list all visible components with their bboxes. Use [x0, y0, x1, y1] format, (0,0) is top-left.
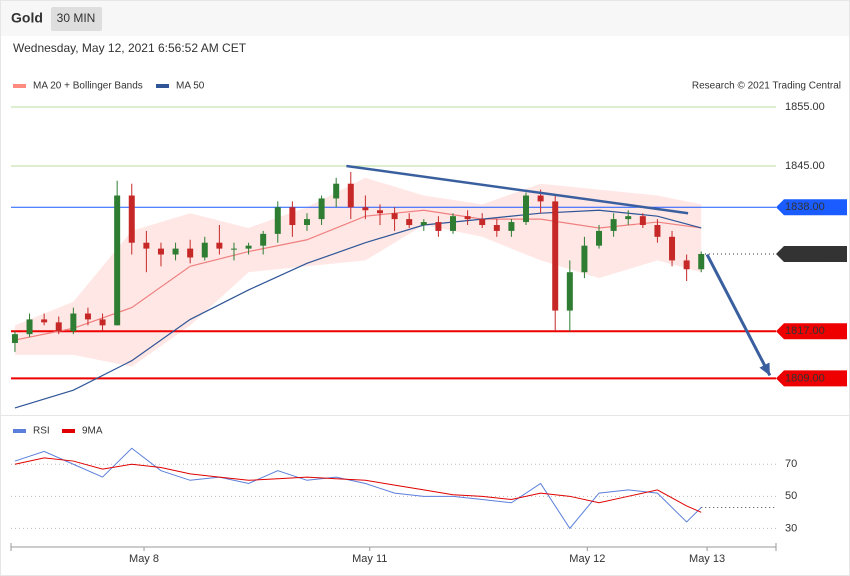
level-tag — [776, 245, 847, 262]
rsi-line — [14, 457, 702, 513]
candle-body — [201, 242, 208, 258]
legend-label: MA 50 — [176, 81, 205, 92]
legend-swatch — [13, 84, 26, 88]
candle-body — [303, 219, 310, 226]
level-label: 1845.00 — [785, 160, 825, 172]
candle-body — [41, 319, 48, 323]
candle-body — [508, 222, 515, 231]
candle-body — [683, 260, 690, 270]
legend-label: RSI — [33, 426, 50, 437]
candle-body — [406, 219, 413, 226]
y-tick-label: 50 — [785, 490, 797, 502]
level-tag — [776, 323, 847, 340]
candle-body — [669, 236, 676, 261]
bollinger-band — [14, 177, 702, 367]
candle-body — [479, 219, 486, 226]
candle-body — [610, 219, 617, 231]
candle-body — [698, 253, 705, 270]
legend-label: 9MA — [82, 426, 103, 437]
candle-body — [187, 248, 194, 258]
level-label: 1830.09 — [785, 248, 825, 260]
candle-body — [596, 230, 603, 246]
interval-badge[interactable] — [51, 7, 102, 31]
trendline — [346, 164, 689, 215]
candle-body — [11, 334, 18, 344]
candle-body — [464, 216, 471, 220]
candle-body — [347, 183, 354, 208]
candle-body — [55, 322, 62, 332]
candle-body — [318, 198, 325, 220]
timestamp: Wednesday, May 12, 2021 6:56:52 AM CET — [13, 41, 247, 55]
candle-body — [143, 242, 150, 249]
candle-body — [230, 248, 237, 250]
candle-body — [391, 213, 398, 220]
candle-body — [537, 195, 544, 202]
level-label: 1855.00 — [785, 101, 825, 113]
candle-body — [245, 245, 252, 249]
candle-body — [99, 319, 106, 326]
candle-body — [625, 216, 632, 220]
symbol: Gold — [11, 10, 43, 26]
candle-body — [362, 207, 369, 211]
candle-body — [114, 195, 121, 326]
candle-body — [157, 248, 164, 255]
candle-body — [70, 313, 77, 332]
candle-body — [435, 222, 442, 231]
candle-body — [639, 216, 646, 226]
candle-body — [523, 195, 530, 223]
legend-swatch — [62, 429, 75, 433]
candle-body — [84, 313, 91, 320]
candle-body — [581, 245, 588, 273]
source: Research © 2021 Trading Central — [692, 81, 841, 92]
candle-body — [128, 195, 135, 243]
candle-body — [493, 225, 500, 231]
header-bar — [0, 0, 850, 36]
candle-body — [566, 272, 573, 311]
candle-body — [172, 248, 179, 255]
legend-swatch — [13, 429, 26, 433]
candle-body — [26, 319, 33, 335]
interval[interactable]: 30 MIN — [57, 11, 96, 25]
arrow-head — [759, 362, 770, 376]
legend-swatch — [156, 84, 169, 88]
level-label: 1817.00 — [785, 325, 825, 337]
x-tick-label: May 8 — [129, 553, 159, 565]
x-tick-label: May 13 — [689, 553, 725, 565]
candle-body — [552, 201, 559, 311]
y-tick-label: 70 — [785, 458, 797, 470]
candle-body — [420, 222, 427, 226]
legend-label: MA 20 + Bollinger Bands — [33, 81, 143, 92]
candle-body — [274, 207, 281, 234]
level-label: 1838.00 — [785, 201, 825, 213]
y-tick-label: 30 — [785, 522, 797, 534]
level-label: 1809.00 — [785, 372, 825, 384]
x-tick-label: May 12 — [569, 553, 605, 565]
x-tick-label: May 11 — [352, 553, 387, 565]
candle-body — [289, 207, 296, 226]
level-tag — [776, 199, 847, 216]
ma-line — [14, 209, 702, 409]
candle-body — [654, 225, 661, 237]
candle-body — [450, 216, 457, 231]
forecast-arrow — [705, 253, 772, 377]
candle-body — [216, 242, 223, 249]
candle-body — [376, 210, 383, 214]
rsi-line — [14, 447, 702, 530]
candle-body — [260, 233, 267, 246]
candle-body — [333, 183, 340, 199]
level-tag — [776, 370, 847, 387]
